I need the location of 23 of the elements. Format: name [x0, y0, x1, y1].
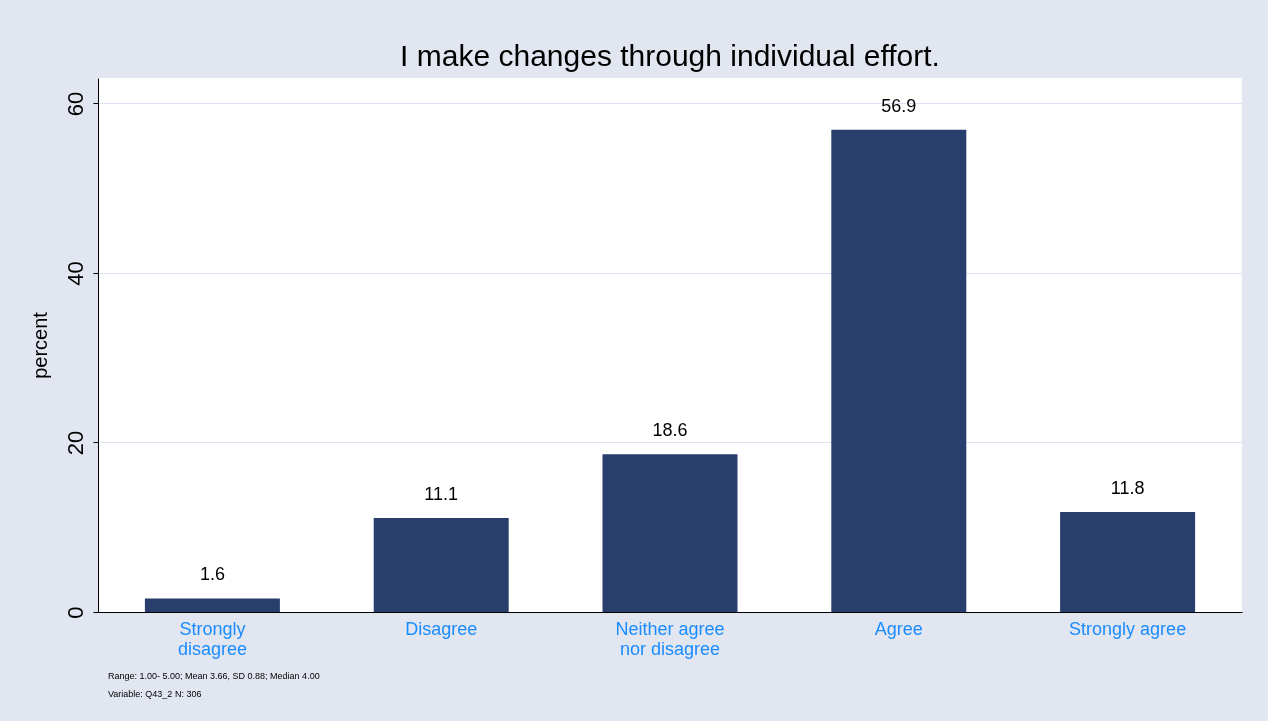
- x-tick-label: Agree: [874, 618, 923, 639]
- bar: [831, 129, 967, 612]
- data-label: 18.6: [652, 420, 688, 441]
- bar: [1060, 511, 1196, 612]
- data-label: 1.6: [199, 564, 225, 585]
- x-tick-label: Strongly agree: [1069, 618, 1187, 639]
- y-tick-label: 0: [62, 606, 88, 619]
- bar: [602, 454, 738, 612]
- data-label: 11.8: [1110, 477, 1145, 498]
- y-axis-title: percent: [28, 311, 51, 379]
- y-tick-label: 40: [62, 261, 88, 286]
- x-tick-label: Neither agree nor disagree: [615, 618, 725, 659]
- data-label: 56.9: [881, 95, 917, 116]
- y-tick-label: 20: [62, 430, 88, 456]
- chart-title: I make changes through individual effort.: [400, 39, 940, 72]
- bar: [144, 598, 280, 612]
- text: Range: 1.00- 5.00; Mean 3.66, SD 0.88; Median 4.00: [108, 671, 320, 681]
- x-tick-label: Disagree: [405, 618, 478, 639]
- bar: [373, 517, 509, 612]
- x-tick-label: Strongly disagree: [177, 618, 247, 659]
- y-tick-label: 60: [62, 91, 88, 117]
- data-label: 11.1: [424, 483, 459, 504]
- text: Variable: Q43_2 N: 306: [108, 689, 202, 699]
